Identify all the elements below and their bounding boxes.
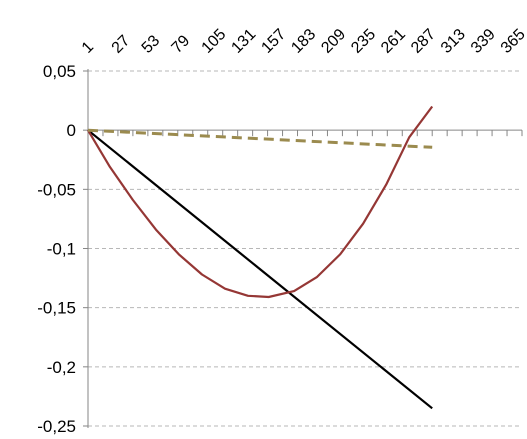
x-tick-label: 79 <box>169 32 194 57</box>
x-tick-label: 287 <box>408 26 439 57</box>
y-tick-label: 0 <box>67 121 76 140</box>
y-tick-label: -0,1 <box>47 240 76 259</box>
x-tick-label: 53 <box>139 32 164 57</box>
axes <box>83 69 523 428</box>
x-tick-label: 313 <box>438 26 469 57</box>
series-group <box>87 105 434 410</box>
x-tick-label: 157 <box>258 26 289 57</box>
x-tick-labels: 1 27 53 79 105 131 157 183 209 235 261 287 313 339 365 <box>79 26 527 57</box>
x-tick-label: 209 <box>318 26 349 57</box>
grid-lines <box>88 70 522 427</box>
y-tick-label: -0,15 <box>37 299 76 318</box>
y-tick-label: -0,25 <box>37 417 76 436</box>
x-tick-label: 261 <box>378 26 409 57</box>
x-tick-label: 131 <box>228 26 259 57</box>
x-tick-label: 365 <box>498 26 527 57</box>
y-tick-label: -0,2 <box>47 358 76 377</box>
series-line-3 <box>87 128 433 149</box>
x-tick-label: 105 <box>199 26 230 57</box>
y-tick-labels: 0,05 0 -0,05 -0,1 -0,15 -0,2 -0,25 <box>37 62 76 436</box>
x-tick-label: 1 <box>79 38 97 56</box>
series-line-2 <box>87 105 434 299</box>
x-tick-label: 27 <box>109 32 134 57</box>
y-tick-label: 0,05 <box>43 62 76 81</box>
x-tick-label: 235 <box>348 26 379 57</box>
y-tick-label: -0,05 <box>37 180 76 199</box>
x-tick-label: 339 <box>468 26 499 57</box>
series-line-1 <box>87 129 433 410</box>
x-tick-label: 183 <box>288 26 319 57</box>
